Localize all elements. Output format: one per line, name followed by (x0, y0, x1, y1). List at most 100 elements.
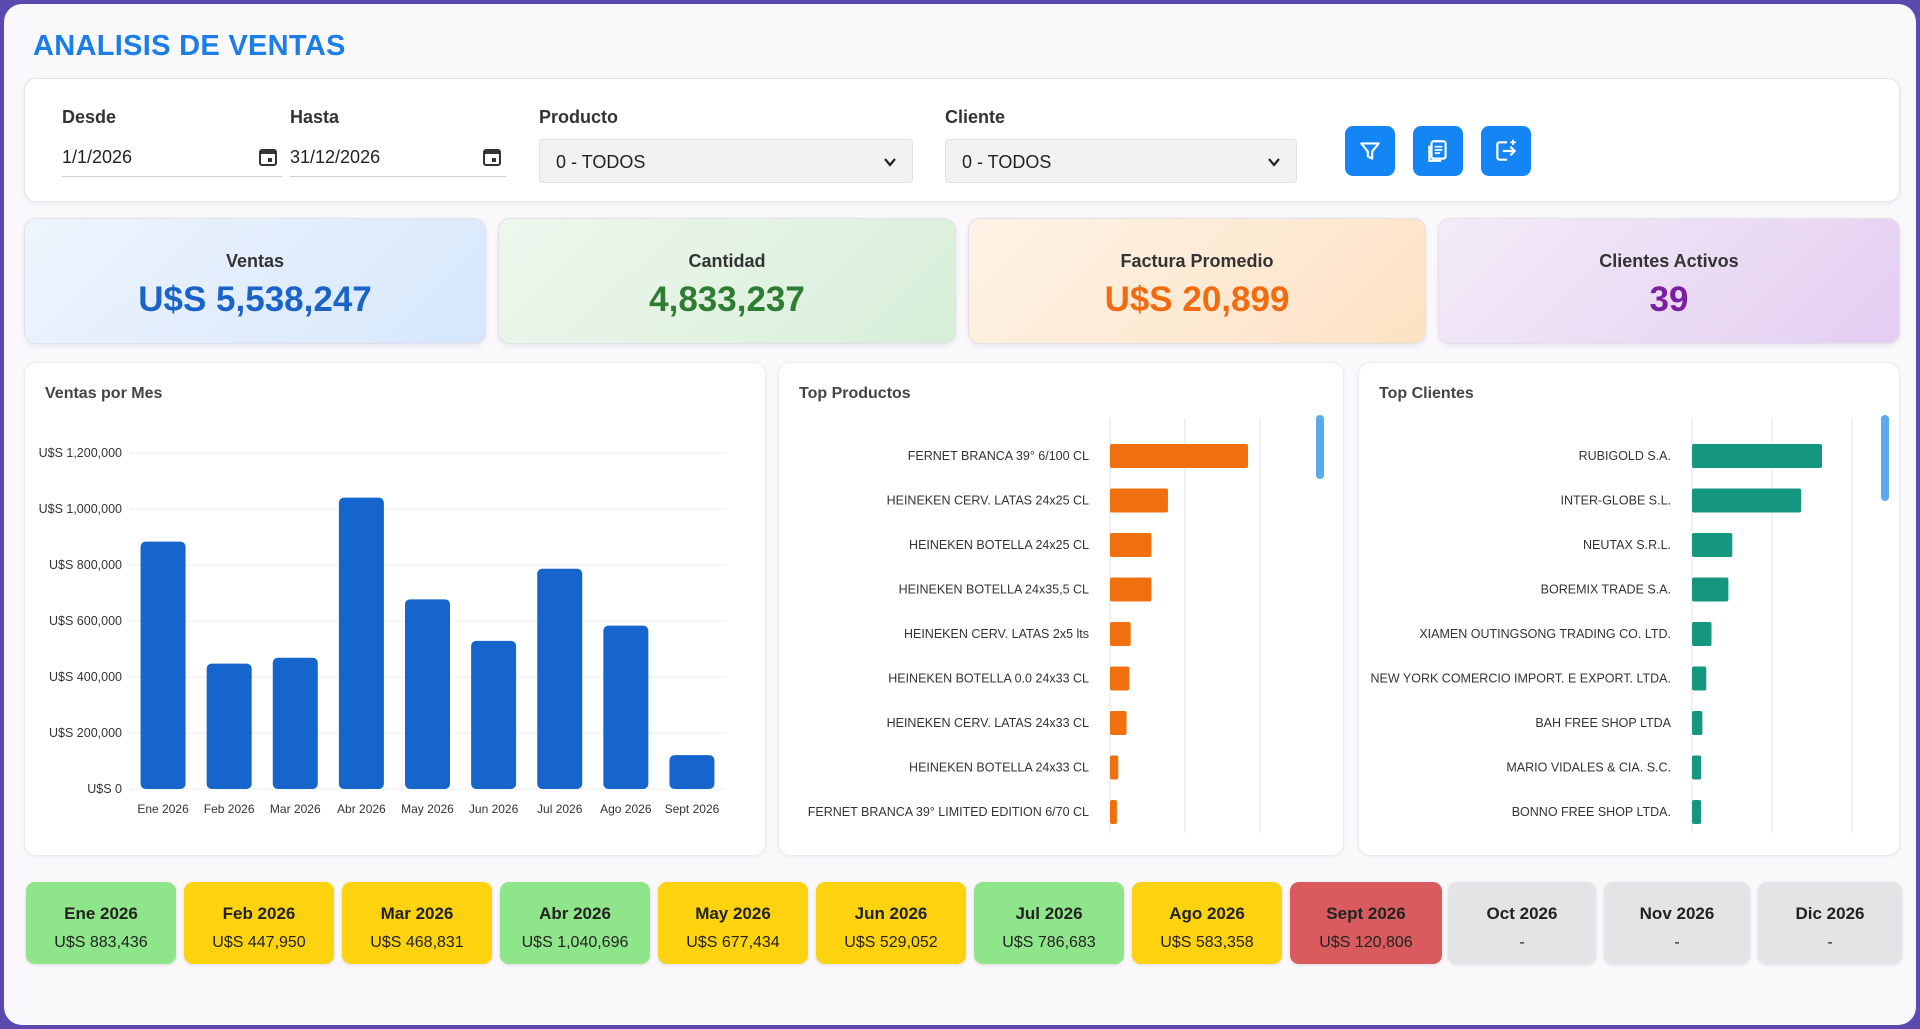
report-button[interactable] (1413, 126, 1463, 176)
y-category-label: INTER-GLOBE S.L. (1561, 494, 1671, 508)
hasta-date-input[interactable]: 31/12/2026 (290, 139, 506, 177)
month-label: Oct 2026 (1486, 904, 1558, 923)
month-value: U$S 786,683 (1002, 934, 1096, 951)
producto-label: Producto (539, 107, 618, 127)
month-value: U$S 120,806 (1319, 934, 1413, 951)
month-value: - (1519, 934, 1525, 951)
chart-title: Top Productos (799, 385, 911, 402)
y-category-label: BAH FREE SHOP LTDA (1535, 716, 1671, 730)
month-label: May 2026 (695, 904, 771, 923)
x-tick-label: Feb 2026 (204, 802, 255, 816)
bar (1110, 755, 1119, 780)
bar (1692, 666, 1707, 691)
month-label: Mar 2026 (380, 904, 454, 923)
y-category-label: HEINEKEN BOTELLA 24x33 CL (909, 761, 1089, 775)
bar (1692, 800, 1702, 824)
kpi-cantidad: Cantidad 4,833,237 (498, 218, 956, 344)
y-tick-label: U$S 1,200,000 (39, 446, 122, 460)
producto-value: 0 - TODOS (556, 152, 646, 172)
kpi-label: Cantidad (688, 251, 766, 271)
bar (1692, 533, 1733, 557)
scrollbar[interactable] (1881, 415, 1889, 501)
calendar-icon[interactable] (482, 147, 502, 167)
bar (1692, 488, 1802, 513)
hasta-value: 31/12/2026 (290, 147, 381, 167)
y-category-label: NEUTAX S.R.L. (1583, 538, 1671, 552)
month-label: Jul 2026 (1015, 904, 1083, 923)
dashboard: ANALISIS DE VENTAS Desde 1/1/2026 Hasta … (4, 4, 1916, 1025)
filter-button[interactable] (1345, 126, 1395, 176)
bar (603, 625, 649, 789)
month-value: - (1827, 934, 1833, 951)
month-value: U$S 447,950 (212, 934, 306, 951)
bar (1110, 577, 1152, 602)
bar (1110, 800, 1117, 824)
cliente-select[interactable]: 0 - TODOS (945, 139, 1297, 183)
month-value: U$S 1,040,696 (521, 934, 629, 951)
report-icon (1428, 140, 1447, 162)
bar (140, 541, 186, 789)
y-category-label: BOREMIX TRADE S.A. (1541, 583, 1671, 597)
bar (1110, 444, 1248, 468)
month-label: Feb 2026 (222, 904, 296, 923)
y-tick-label: U$S 0 (87, 782, 122, 796)
kpi-value: 39 (1649, 280, 1689, 319)
month-label: Jun 2026 (854, 904, 928, 923)
filter-icon (1360, 142, 1380, 160)
month-value: U$S 529,052 (844, 934, 938, 951)
desde-date-input[interactable]: 1/1/2026 (62, 139, 282, 177)
bar (537, 568, 583, 789)
x-tick-label: Mar 2026 (270, 802, 321, 816)
month-value: - (1674, 934, 1680, 951)
month-label: Nov 2026 (1639, 904, 1715, 923)
x-tick-label: Abr 2026 (337, 802, 386, 816)
month-tile: May 2026 U$S 677,434 (658, 882, 808, 964)
top-productos-panel: Top Productos FERNET BRANCA 39° 6/100 CL… (778, 362, 1344, 856)
month-tile: Feb 2026 U$S 447,950 (184, 882, 334, 964)
month-label: Sept 2026 (1326, 904, 1406, 923)
kpi-value: 4,833,237 (649, 280, 805, 319)
x-tick-label: Ene 2026 (137, 802, 189, 816)
bar (338, 497, 384, 789)
x-tick-label: Jul 2026 (537, 802, 583, 816)
y-category-label: HEINEKEN CERV. LATAS 2x5 lts (904, 627, 1089, 641)
month-label: Abr 2026 (539, 904, 611, 923)
bar (1692, 622, 1712, 646)
chevron-down-icon (884, 158, 896, 167)
bar (1110, 711, 1127, 735)
y-category-label: XIAMEN OUTINGSONG TRADING CO. LTD. (1419, 627, 1671, 641)
calendar-icon[interactable] (258, 147, 278, 167)
kpi-factura-promedio: Factura Promedio U$S 20,899 (968, 218, 1426, 344)
export-button[interactable] (1481, 126, 1531, 176)
month-tile: Jul 2026 U$S 786,683 (974, 882, 1124, 964)
y-category-label: NEW YORK COMERCIO IMPORT. E EXPORT. LTDA… (1370, 672, 1671, 686)
bar (405, 599, 450, 789)
x-tick-label: Ago 2026 (600, 802, 652, 816)
bar (1692, 444, 1822, 468)
hasta-label: Hasta (290, 107, 340, 127)
desde-value: 1/1/2026 (62, 147, 133, 167)
top-clientes-panel: Top Clientes RUBIGOLD S.A. INTER-GLOBE S.… (1358, 362, 1900, 856)
bar (669, 755, 715, 789)
kpi-value: U$S 20,899 (1104, 280, 1290, 319)
bar (1692, 755, 1702, 780)
month-tile: Dic 2026 - (1758, 882, 1902, 964)
kpi-label: Ventas (225, 251, 285, 271)
month-tile: Oct 2026 - (1448, 882, 1596, 964)
month-tile: Mar 2026 U$S 468,831 (342, 882, 492, 964)
bar (1110, 533, 1152, 557)
bar (1110, 666, 1130, 691)
month-value: U$S 468,831 (370, 934, 464, 951)
chart-title: Ventas por Mes (45, 385, 163, 402)
producto-select[interactable]: 0 - TODOS (539, 139, 913, 183)
month-tile: Ago 2026 U$S 583,358 (1132, 882, 1282, 964)
page-title: ANALISIS DE VENTAS (33, 30, 346, 62)
ventas-por-mes-chart: U$S 0 U$S 200,000 U$S 400,000 U$S 600,000 U$… (39, 446, 725, 816)
month-value: U$S 677,434 (686, 934, 780, 951)
y-category-label: HEINEKEN CERV. LATAS 24x25 CL (887, 494, 1089, 508)
bar (206, 663, 252, 789)
y-category-label: BONNO FREE SHOP LTDA. (1512, 805, 1671, 819)
scrollbar[interactable] (1316, 415, 1324, 479)
kpi-label: Clientes Activos (1599, 251, 1739, 271)
month-tile: Jun 2026 U$S 529,052 (816, 882, 966, 964)
